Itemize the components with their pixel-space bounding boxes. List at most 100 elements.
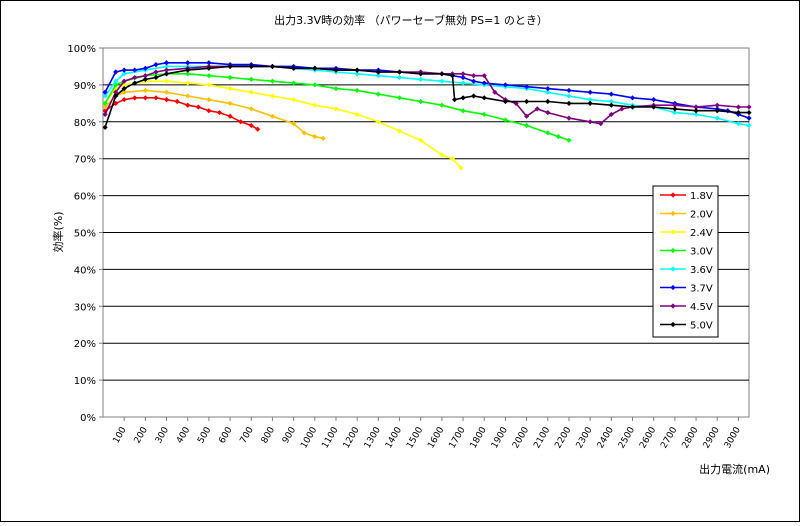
- data-point: [185, 60, 191, 66]
- data-point: [651, 104, 657, 110]
- y-tick-label: 70%: [74, 155, 96, 166]
- data-point: [132, 80, 138, 86]
- data-point: [102, 124, 108, 130]
- data-point: [566, 87, 572, 94]
- data-point: [102, 100, 108, 106]
- data-point: [534, 106, 540, 112]
- legend-label: 2.4V: [690, 228, 713, 239]
- data-point: [746, 104, 752, 110]
- data-point: [481, 95, 487, 101]
- data-point: [545, 98, 551, 105]
- data-point: [608, 102, 614, 108]
- data-point: [206, 73, 212, 79]
- legend-label: 5.0V: [690, 321, 713, 332]
- data-point: [471, 78, 477, 84]
- data-point: [587, 89, 593, 95]
- data-point: [291, 65, 297, 71]
- legend-swatch-marker: [670, 247, 676, 254]
- data-point: [471, 93, 477, 99]
- data-point: [248, 122, 254, 129]
- data-point: [354, 67, 360, 73]
- data-point: [545, 109, 551, 116]
- y-tick-label: 30%: [74, 302, 96, 313]
- data-point: [238, 119, 244, 125]
- data-point: [269, 63, 276, 70]
- data-point: [587, 119, 593, 125]
- data-point: [396, 74, 403, 81]
- data-point: [354, 71, 360, 77]
- data-point: [132, 95, 138, 101]
- data-point: [333, 67, 339, 73]
- y-axis-label: 効率(%): [51, 211, 65, 252]
- legend-swatch-marker: [670, 266, 676, 272]
- data-point: [132, 67, 138, 73]
- data-point: [113, 69, 119, 75]
- data-point: [449, 156, 456, 162]
- chart-title: 出力3.3V時の効率 （パワーセーブ無効 PS=1 のとき）: [274, 13, 548, 27]
- data-point: [102, 89, 108, 95]
- data-point: [142, 95, 148, 101]
- legend-label: 1.8V: [690, 191, 713, 202]
- data-point: [248, 106, 254, 112]
- data-point: [545, 89, 551, 95]
- y-tick-label: 90%: [74, 81, 96, 92]
- data-point: [587, 100, 593, 106]
- x-axis-label: 出力電流(mA): [699, 462, 770, 476]
- data-point: [102, 93, 108, 99]
- data-point: [354, 87, 360, 94]
- data-point: [375, 119, 381, 125]
- data-point: [502, 117, 509, 123]
- data-point: [320, 135, 326, 142]
- data-point: [248, 76, 254, 82]
- data-point: [460, 80, 466, 86]
- series-line-0: [104, 97, 259, 130]
- data-point: [269, 93, 276, 99]
- data-point: [113, 89, 119, 95]
- data-point: [142, 65, 148, 71]
- data-point: [524, 84, 530, 90]
- y-axis-ticks: 0% 10% 20% 30% 40% 50% 60% 70% 80% 90% 100%: [67, 44, 103, 424]
- data-point: [672, 102, 678, 108]
- data-point: [566, 93, 572, 99]
- data-point: [693, 108, 699, 114]
- data-point: [502, 82, 509, 88]
- data-point: [566, 137, 572, 143]
- data-point: [142, 76, 148, 82]
- data-point: [524, 122, 530, 129]
- data-point: [227, 85, 233, 92]
- data-point: [255, 126, 261, 132]
- y-tick-label: 20%: [74, 339, 96, 350]
- data-point: [206, 60, 212, 66]
- data-point: [418, 71, 424, 77]
- series-line-2: [104, 80, 462, 169]
- data-point: [153, 95, 159, 101]
- data-point: [651, 97, 657, 103]
- data-point: [312, 102, 318, 108]
- data-point: [121, 89, 127, 95]
- data-point: [132, 74, 138, 81]
- data-point: [312, 65, 318, 71]
- y-tick-label: 10%: [74, 376, 96, 387]
- data-point: [153, 69, 159, 75]
- series-0: [102, 95, 261, 132]
- data-point: [291, 80, 297, 86]
- data-point: [566, 115, 572, 121]
- data-point: [693, 111, 699, 118]
- data-point: [545, 130, 551, 136]
- data-point: [163, 63, 170, 70]
- data-point: [121, 71, 127, 77]
- data-point: [291, 97, 297, 103]
- data-point: [418, 137, 424, 143]
- data-point: [301, 130, 307, 136]
- data-point: [163, 97, 170, 103]
- data-point: [714, 102, 720, 108]
- data-point: [142, 73, 148, 79]
- y-tick-label: 60%: [74, 192, 96, 203]
- data-point: [206, 82, 212, 88]
- data-point: [439, 71, 445, 77]
- y-tick-label: 80%: [74, 118, 96, 129]
- legend-swatch-marker: [670, 284, 676, 291]
- data-point: [153, 62, 159, 68]
- data-point: [121, 78, 127, 84]
